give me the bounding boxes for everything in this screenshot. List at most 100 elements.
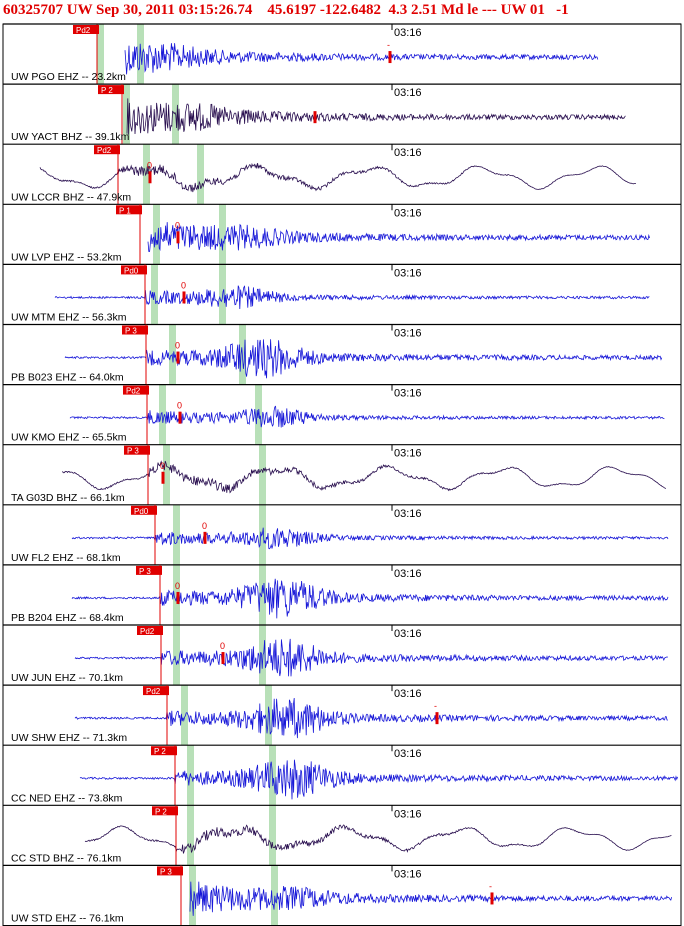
pick-box xyxy=(136,565,162,575)
station-label: CC STD BHZ -- 76.1km xyxy=(11,852,122,864)
pick-box xyxy=(98,85,124,95)
trace-panel: 03:16 P 3 - UW STD EHZ -- 76.1km xyxy=(3,864,681,926)
p-window-band xyxy=(163,444,170,505)
amplitude-mark xyxy=(176,591,180,604)
amplitude-mark xyxy=(388,51,392,64)
pick-box xyxy=(157,866,183,876)
amplitude-mark-label: 0 xyxy=(175,581,180,591)
time-tick-label: 03:16 xyxy=(394,388,422,400)
amplitude-mark-label: 0 xyxy=(147,160,152,170)
pick-label: Pd2 xyxy=(146,687,161,696)
time-tick-label: 03:16 xyxy=(394,808,422,820)
time-tick-label: 03:16 xyxy=(394,87,422,99)
station-label: UW MTM EHZ -- 56.3km xyxy=(11,312,127,324)
s-window-band xyxy=(197,144,204,205)
pick-box xyxy=(121,265,147,275)
time-tick-label: 03:16 xyxy=(394,568,422,580)
waveform-trace xyxy=(147,222,650,252)
pick-box xyxy=(116,205,142,215)
pick-box xyxy=(123,385,149,395)
amplitude-mark xyxy=(490,892,494,905)
s-window-band xyxy=(269,805,276,866)
pick-label: P 2 xyxy=(101,86,113,95)
pick-label: Pd2 xyxy=(97,146,112,155)
amplitude-mark-label: - xyxy=(387,40,390,50)
trace-panel: 03:16 P 2 CC NED EHZ -- 73.8km xyxy=(3,744,681,806)
trace-panel: 03:16 Pd2 - UW PGO EHZ -- 23.2km xyxy=(3,23,681,85)
waveform-trace xyxy=(71,527,669,550)
p-window-band xyxy=(189,865,196,926)
time-tick-label: 03:16 xyxy=(394,147,422,159)
waveform-trace xyxy=(124,43,599,75)
waveform-trace xyxy=(39,162,637,193)
station-label: PB B023 EHZ -- 64.0km xyxy=(11,372,124,384)
station-label: CC NED EHZ -- 73.8km xyxy=(11,792,123,804)
trace-panel: 03:16 P 1 0 UW LVP EHZ -- 53.2km xyxy=(3,203,681,265)
pick-box xyxy=(124,445,150,455)
amplitude-mark xyxy=(313,111,317,124)
amplitude-mark xyxy=(178,411,182,424)
p-window-band xyxy=(97,24,104,85)
trace-panel: 03:16 P 2 CC STD BHZ -- 76.1km xyxy=(3,804,681,866)
station-label: UW JUN EHZ -- 70.1km xyxy=(11,672,123,684)
pick-box xyxy=(137,626,163,635)
pick-box xyxy=(94,145,120,155)
trace-panel: 03:16 Pd2 0 UW JUN EHZ -- 70.1km xyxy=(3,624,681,686)
station-label: UW STD EHZ -- 76.1km xyxy=(11,913,124,925)
amplitude-mark-label: 0 xyxy=(181,280,186,290)
p-window-band xyxy=(187,805,194,866)
amplitude-mark-label: 0 xyxy=(175,220,180,230)
trace-panel: 03:16 Pd0 0 UW FL2 EHZ -- 68.1km xyxy=(3,504,681,565)
p-window-band xyxy=(123,84,130,145)
s-window-band xyxy=(259,504,266,565)
trace-panel: 03:16 P 3 0 PB B023 EHZ -- 64.0km xyxy=(3,323,681,385)
waveform-trace xyxy=(54,285,650,310)
pick-label: P 3 xyxy=(160,867,172,876)
waveform-trace xyxy=(74,638,669,677)
time-tick-label: 03:16 xyxy=(394,868,422,880)
amplitude-mark xyxy=(221,652,225,665)
station-label: UW LCCR BHZ -- 47.9km xyxy=(11,191,131,203)
station-label: UW PGO EHZ -- 23.2km xyxy=(11,71,126,83)
pick-label: P 2 xyxy=(155,807,167,816)
pick-label: Pd2 xyxy=(126,387,141,396)
amplitude-mark-label: - xyxy=(434,701,437,711)
pick-box xyxy=(131,505,157,515)
pick-label: P 2 xyxy=(154,747,166,756)
pick-box xyxy=(122,325,148,335)
pick-label: P 3 xyxy=(125,327,137,336)
pick-label: P 3 xyxy=(139,567,151,576)
waveform-trace xyxy=(126,98,626,135)
amplitude-mark-label: 0 xyxy=(175,341,180,351)
pick-box xyxy=(152,806,178,816)
time-tick-label: 03:16 xyxy=(394,628,422,640)
station-label: UW SHW EHZ -- 71.3km xyxy=(11,732,127,744)
trace-panel: 03:16 Pd0 0 UW MTM EHZ -- 56.3km xyxy=(3,263,681,325)
time-tick-label: 03:16 xyxy=(394,27,422,39)
seismogram-plot: 03:16 Pd2 - UW PGO EHZ -- 23.2km 03:16 P 2 UW … xyxy=(2,23,682,926)
s-window-band xyxy=(259,564,266,625)
pick-label: Pd2 xyxy=(140,627,155,636)
pick-label: Pd2 xyxy=(76,26,91,35)
amplitude-mark-label: 0 xyxy=(220,641,225,651)
time-tick-label: 03:16 xyxy=(394,267,422,279)
waveform-trace xyxy=(74,697,668,739)
s-window-band xyxy=(219,204,226,265)
p-window-band xyxy=(173,625,180,686)
pick-label: P 3 xyxy=(127,447,139,456)
waveform-trace xyxy=(64,339,663,379)
time-tick-label: 03:16 xyxy=(394,508,422,520)
amplitude-mark-label: 0 xyxy=(160,461,165,471)
trace-panel: 03:16 P 3 0 TA G03D BHZ -- 66.1km xyxy=(3,444,681,505)
time-tick-label: 03:16 xyxy=(394,748,422,760)
amplitude-mark xyxy=(435,712,439,725)
trace-panel: 03:16 P 2 UW YACT BHZ -- 39.1km xyxy=(3,83,681,145)
station-label: TA G03D BHZ -- 66.1km xyxy=(11,492,125,504)
waveform-trace xyxy=(69,405,665,428)
waveform-trace xyxy=(84,824,672,854)
p-window-band xyxy=(153,204,160,265)
waveform-trace xyxy=(79,759,678,800)
p-window-band xyxy=(181,685,188,746)
trace-panel: 03:16 Pd2 0 UW LCCR BHZ -- 47.9km xyxy=(3,143,681,205)
pick-label: Pd0 xyxy=(124,266,139,275)
